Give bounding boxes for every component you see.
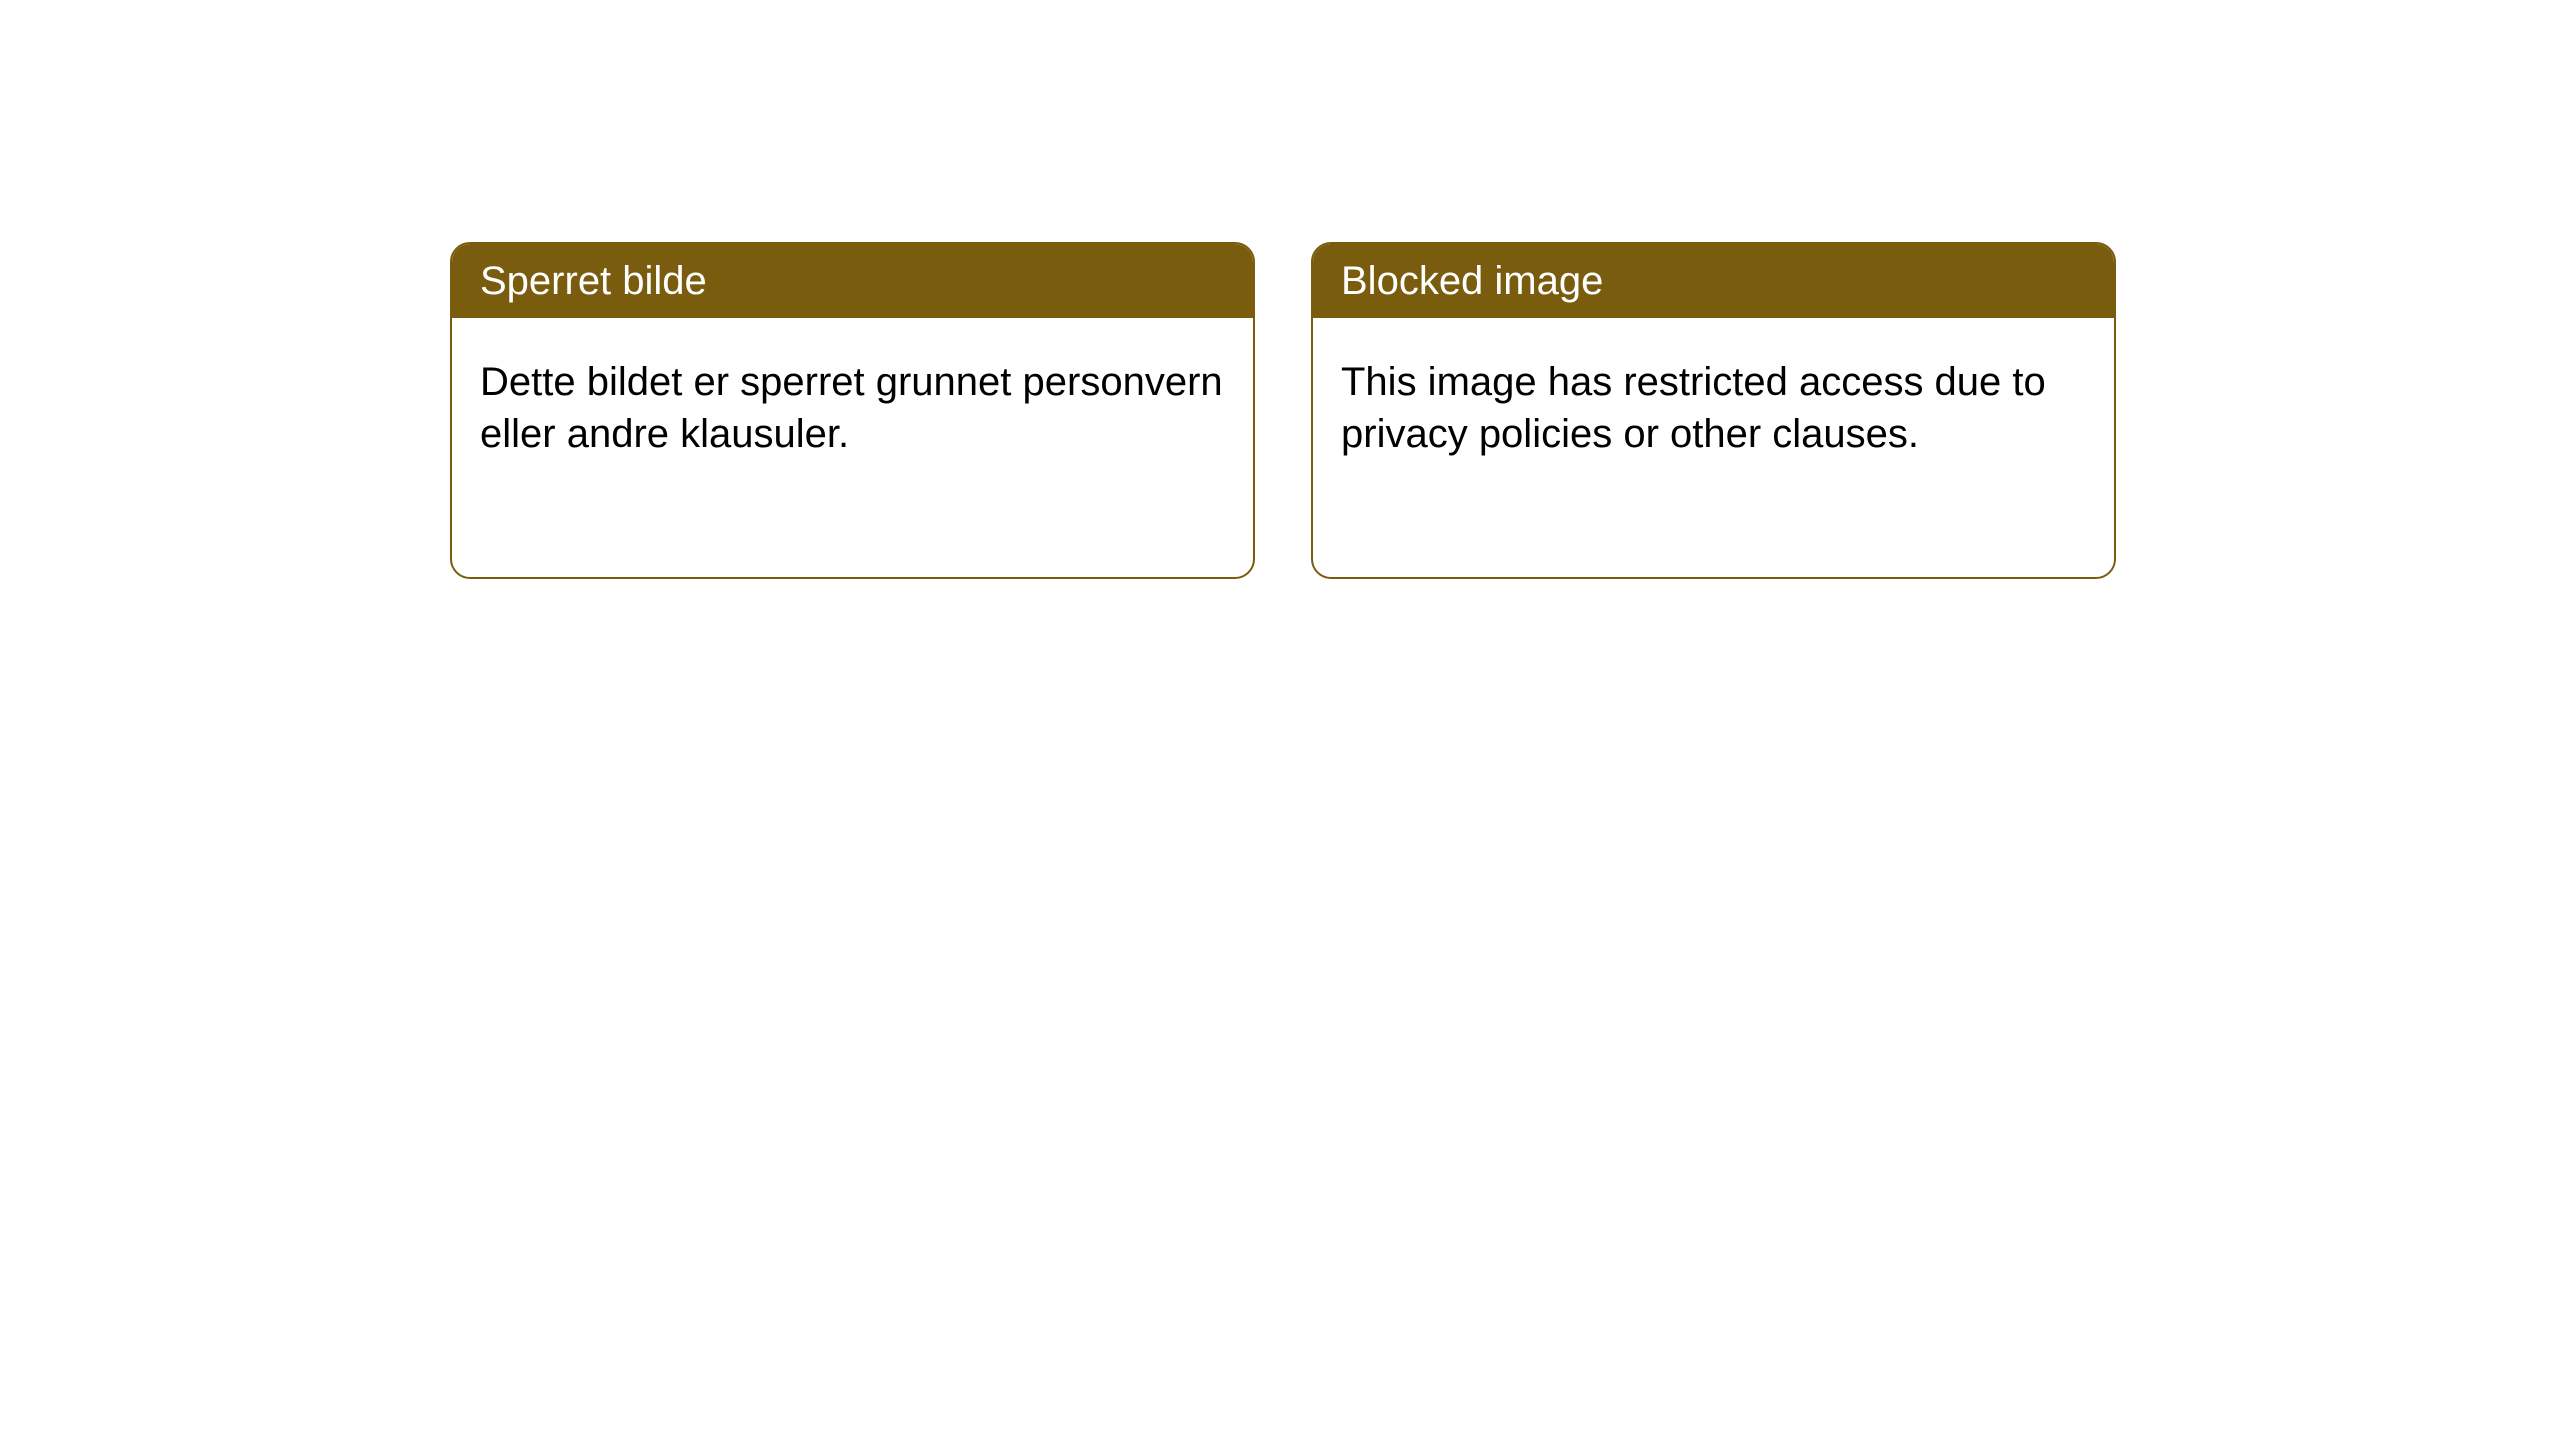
notice-body-norwegian: Dette bildet er sperret grunnet personve… bbox=[452, 318, 1253, 498]
notice-title-english: Blocked image bbox=[1313, 244, 2114, 318]
notice-body-english: This image has restricted access due to … bbox=[1313, 318, 2114, 498]
notice-container: Sperret bilde Dette bildet er sperret gr… bbox=[0, 0, 2560, 579]
notice-box-english: Blocked image This image has restricted … bbox=[1311, 242, 2116, 579]
notice-title-norwegian: Sperret bilde bbox=[452, 244, 1253, 318]
notice-box-norwegian: Sperret bilde Dette bildet er sperret gr… bbox=[450, 242, 1255, 579]
